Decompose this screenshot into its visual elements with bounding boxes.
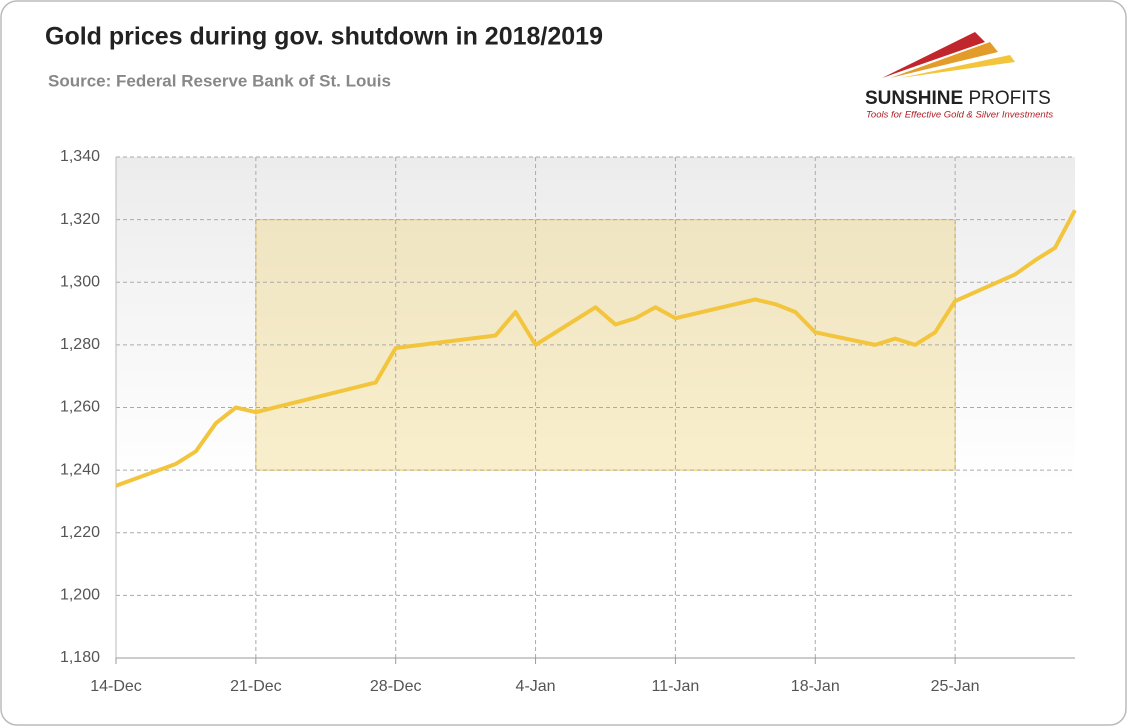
logo-swoosh (882, 32, 985, 78)
shutdown-region (255, 219, 956, 471)
y-tick-label: 1,320 (60, 211, 100, 228)
y-tick-label: 1,200 (60, 587, 100, 604)
x-tick-label: 21-Dec (230, 678, 282, 695)
x-tick-label: 28-Dec (370, 678, 422, 695)
x-tick-label: 14-Dec (90, 678, 142, 695)
logo-swoosh (900, 55, 1015, 78)
y-tick-label: 1,340 (60, 148, 100, 165)
logo-tagline: Tools for Effective Gold & Silver Invest… (866, 110, 1053, 121)
logo: SUNSHINE PROFITS Tools for Effective Gol… (865, 32, 1053, 121)
logo-name-light: PROFITS (968, 88, 1050, 109)
logo-name: SUNSHINE PROFITS (865, 88, 1051, 109)
price-line (115, 209, 1077, 488)
chart-subtitle: Source: Federal Reserve Bank of St. Loui… (48, 71, 391, 90)
x-tick-label: 25-Jan (931, 678, 980, 695)
x-tick-label: 4-Jan (516, 678, 556, 695)
y-tick-label: 1,180 (60, 649, 100, 666)
y-tick-label: 1,220 (60, 524, 100, 541)
y-tick-label: 1,280 (60, 336, 100, 353)
x-tick-label: 18-Jan (791, 678, 840, 695)
logo-name-bold: SUNSHINE (865, 88, 963, 109)
x-tick-label: 11-Jan (652, 678, 700, 695)
chart-title: Gold prices during gov. shutdown in 2018… (45, 23, 603, 51)
y-tick-label: 1,300 (60, 273, 100, 290)
y-tick-label: 1,240 (60, 461, 100, 478)
y-tick-label: 1,260 (60, 399, 100, 416)
logo-swoosh (890, 42, 998, 78)
